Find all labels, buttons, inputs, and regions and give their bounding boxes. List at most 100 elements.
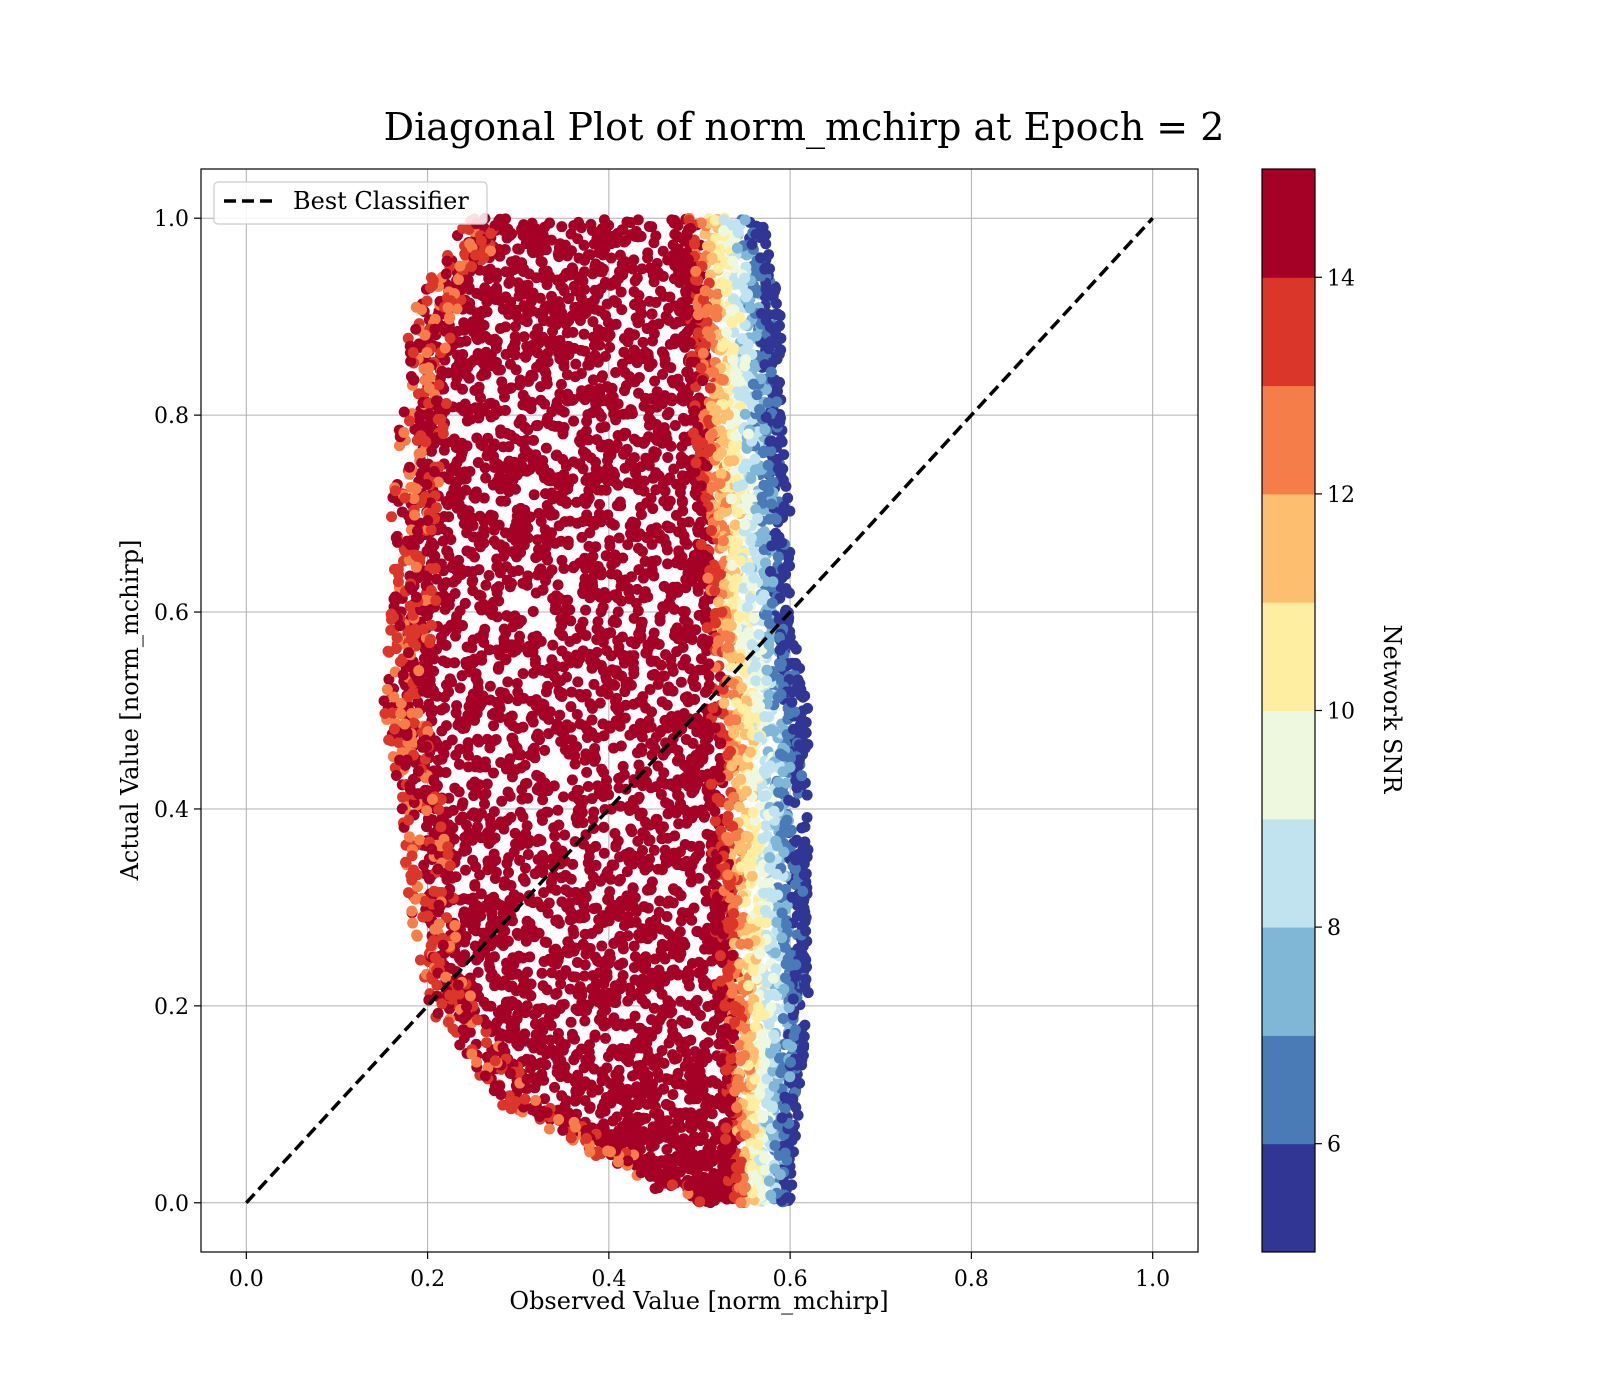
scatter-point — [556, 645, 568, 657]
scatter-point — [430, 594, 442, 606]
scatter-point — [422, 910, 434, 922]
scatter-point — [675, 394, 687, 406]
scatter-point — [672, 373, 684, 385]
scatter-point — [578, 906, 590, 918]
scatter-point — [481, 1037, 493, 1049]
scatter-point — [576, 531, 588, 543]
scatter-point — [672, 745, 684, 757]
scatter-point — [636, 807, 648, 819]
scatter-point — [691, 1051, 703, 1063]
scatter-point — [557, 282, 569, 294]
scatter-point — [536, 809, 548, 821]
scatter-point — [594, 875, 606, 887]
scatter-point — [515, 502, 527, 514]
scatter-point — [615, 740, 627, 752]
scatter-point — [584, 942, 596, 954]
scatter-point — [591, 732, 603, 744]
scatter-point — [599, 350, 611, 362]
scatter-point — [549, 310, 561, 322]
scatter-point — [595, 516, 607, 528]
scatter-point — [454, 260, 466, 272]
scatter-point — [622, 930, 634, 942]
scatter-point — [645, 883, 657, 895]
scatter-point — [404, 415, 416, 427]
scatter-point — [474, 761, 486, 773]
scatter-point — [461, 1001, 473, 1013]
scatter-point — [504, 981, 516, 993]
scatter-point — [539, 1093, 551, 1105]
scatter-point — [658, 290, 670, 302]
scatter-point — [671, 1052, 683, 1064]
scatter-point — [505, 306, 517, 318]
scatter-point — [537, 856, 549, 868]
scatter-point — [673, 266, 685, 278]
scatter-point — [697, 1120, 709, 1132]
scatter-point — [550, 449, 562, 461]
scatter-point — [600, 309, 612, 321]
scatter-point — [575, 292, 587, 304]
scatter-point — [467, 566, 479, 578]
scatter-point — [558, 661, 570, 673]
scatter-point — [578, 266, 590, 278]
scatter-point — [504, 753, 516, 765]
scatter-point — [613, 875, 625, 887]
scatter-point — [517, 973, 529, 985]
scatter-point — [536, 967, 548, 979]
scatter-point — [476, 654, 488, 666]
scatter-point — [472, 966, 484, 978]
scatter-point — [645, 492, 657, 504]
scatter-point — [669, 228, 681, 240]
scatter-point — [560, 723, 572, 735]
scatter-point — [602, 509, 614, 521]
scatter-point — [578, 970, 590, 982]
scatter-point — [433, 918, 445, 930]
scatter-point — [660, 778, 672, 790]
scatter-point — [551, 396, 563, 408]
scatter-point — [542, 907, 554, 919]
scatter-point — [620, 1053, 632, 1065]
scatter-point — [570, 358, 582, 370]
scatter-point — [525, 1054, 537, 1066]
scatter-point — [613, 782, 625, 794]
scatter-point — [576, 516, 588, 528]
scatter-point — [564, 604, 576, 616]
scatter-point — [625, 636, 637, 648]
scatter-point — [444, 673, 456, 685]
scatter-point — [497, 542, 509, 554]
scatter-point — [509, 520, 521, 532]
scatter-point — [454, 743, 466, 755]
scatter-point — [615, 500, 627, 512]
scatter-point — [494, 250, 506, 262]
scatter-point — [601, 774, 613, 786]
scatter-point — [577, 463, 589, 475]
scatter-point — [635, 978, 647, 990]
scatter-point — [469, 880, 481, 892]
scatter-point — [675, 1156, 687, 1168]
scatter-point — [625, 917, 637, 929]
scatter-point — [541, 265, 553, 277]
scatter-point — [661, 544, 673, 556]
scatter-point — [394, 620, 406, 632]
scatter-point — [409, 509, 421, 521]
scatter-point — [541, 373, 553, 385]
scatter-point — [541, 984, 553, 996]
scatter-point — [618, 448, 630, 460]
scatter-point — [644, 1151, 656, 1163]
scatter-point — [415, 447, 427, 459]
scatter-point — [481, 733, 493, 745]
scatter-point — [691, 994, 703, 1006]
scatter-point — [661, 520, 673, 532]
scatter-point — [428, 539, 440, 551]
scatter-point — [658, 1057, 670, 1069]
scatter-point — [517, 668, 529, 680]
scatter-point — [662, 302, 674, 314]
scatter-point — [658, 533, 670, 545]
scatter-point — [677, 860, 689, 872]
scatter-point — [475, 235, 487, 247]
scatter-point — [425, 650, 437, 662]
scatter-point — [449, 657, 461, 669]
scatter-point — [378, 695, 390, 707]
scatter-point — [643, 835, 655, 847]
scatter-point — [684, 663, 696, 675]
scatter-point — [416, 457, 428, 469]
